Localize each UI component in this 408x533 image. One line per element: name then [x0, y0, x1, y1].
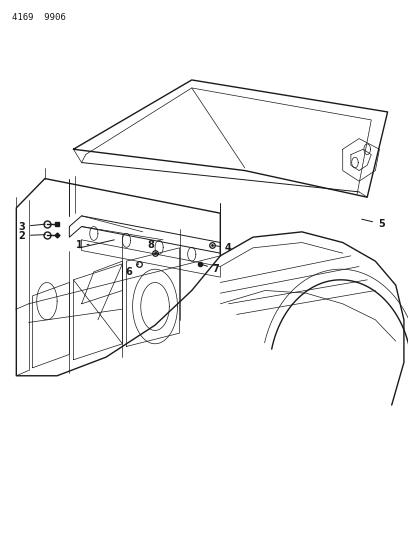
Text: 6: 6 [125, 264, 139, 277]
Text: 1: 1 [76, 240, 89, 250]
Text: 4: 4 [215, 243, 232, 253]
Text: 5: 5 [362, 219, 385, 229]
Text: 7: 7 [202, 264, 220, 274]
Text: 3: 3 [18, 222, 45, 231]
Text: 4169  9906: 4169 9906 [12, 13, 66, 22]
Text: 8: 8 [148, 240, 155, 253]
Text: 2: 2 [18, 231, 45, 240]
